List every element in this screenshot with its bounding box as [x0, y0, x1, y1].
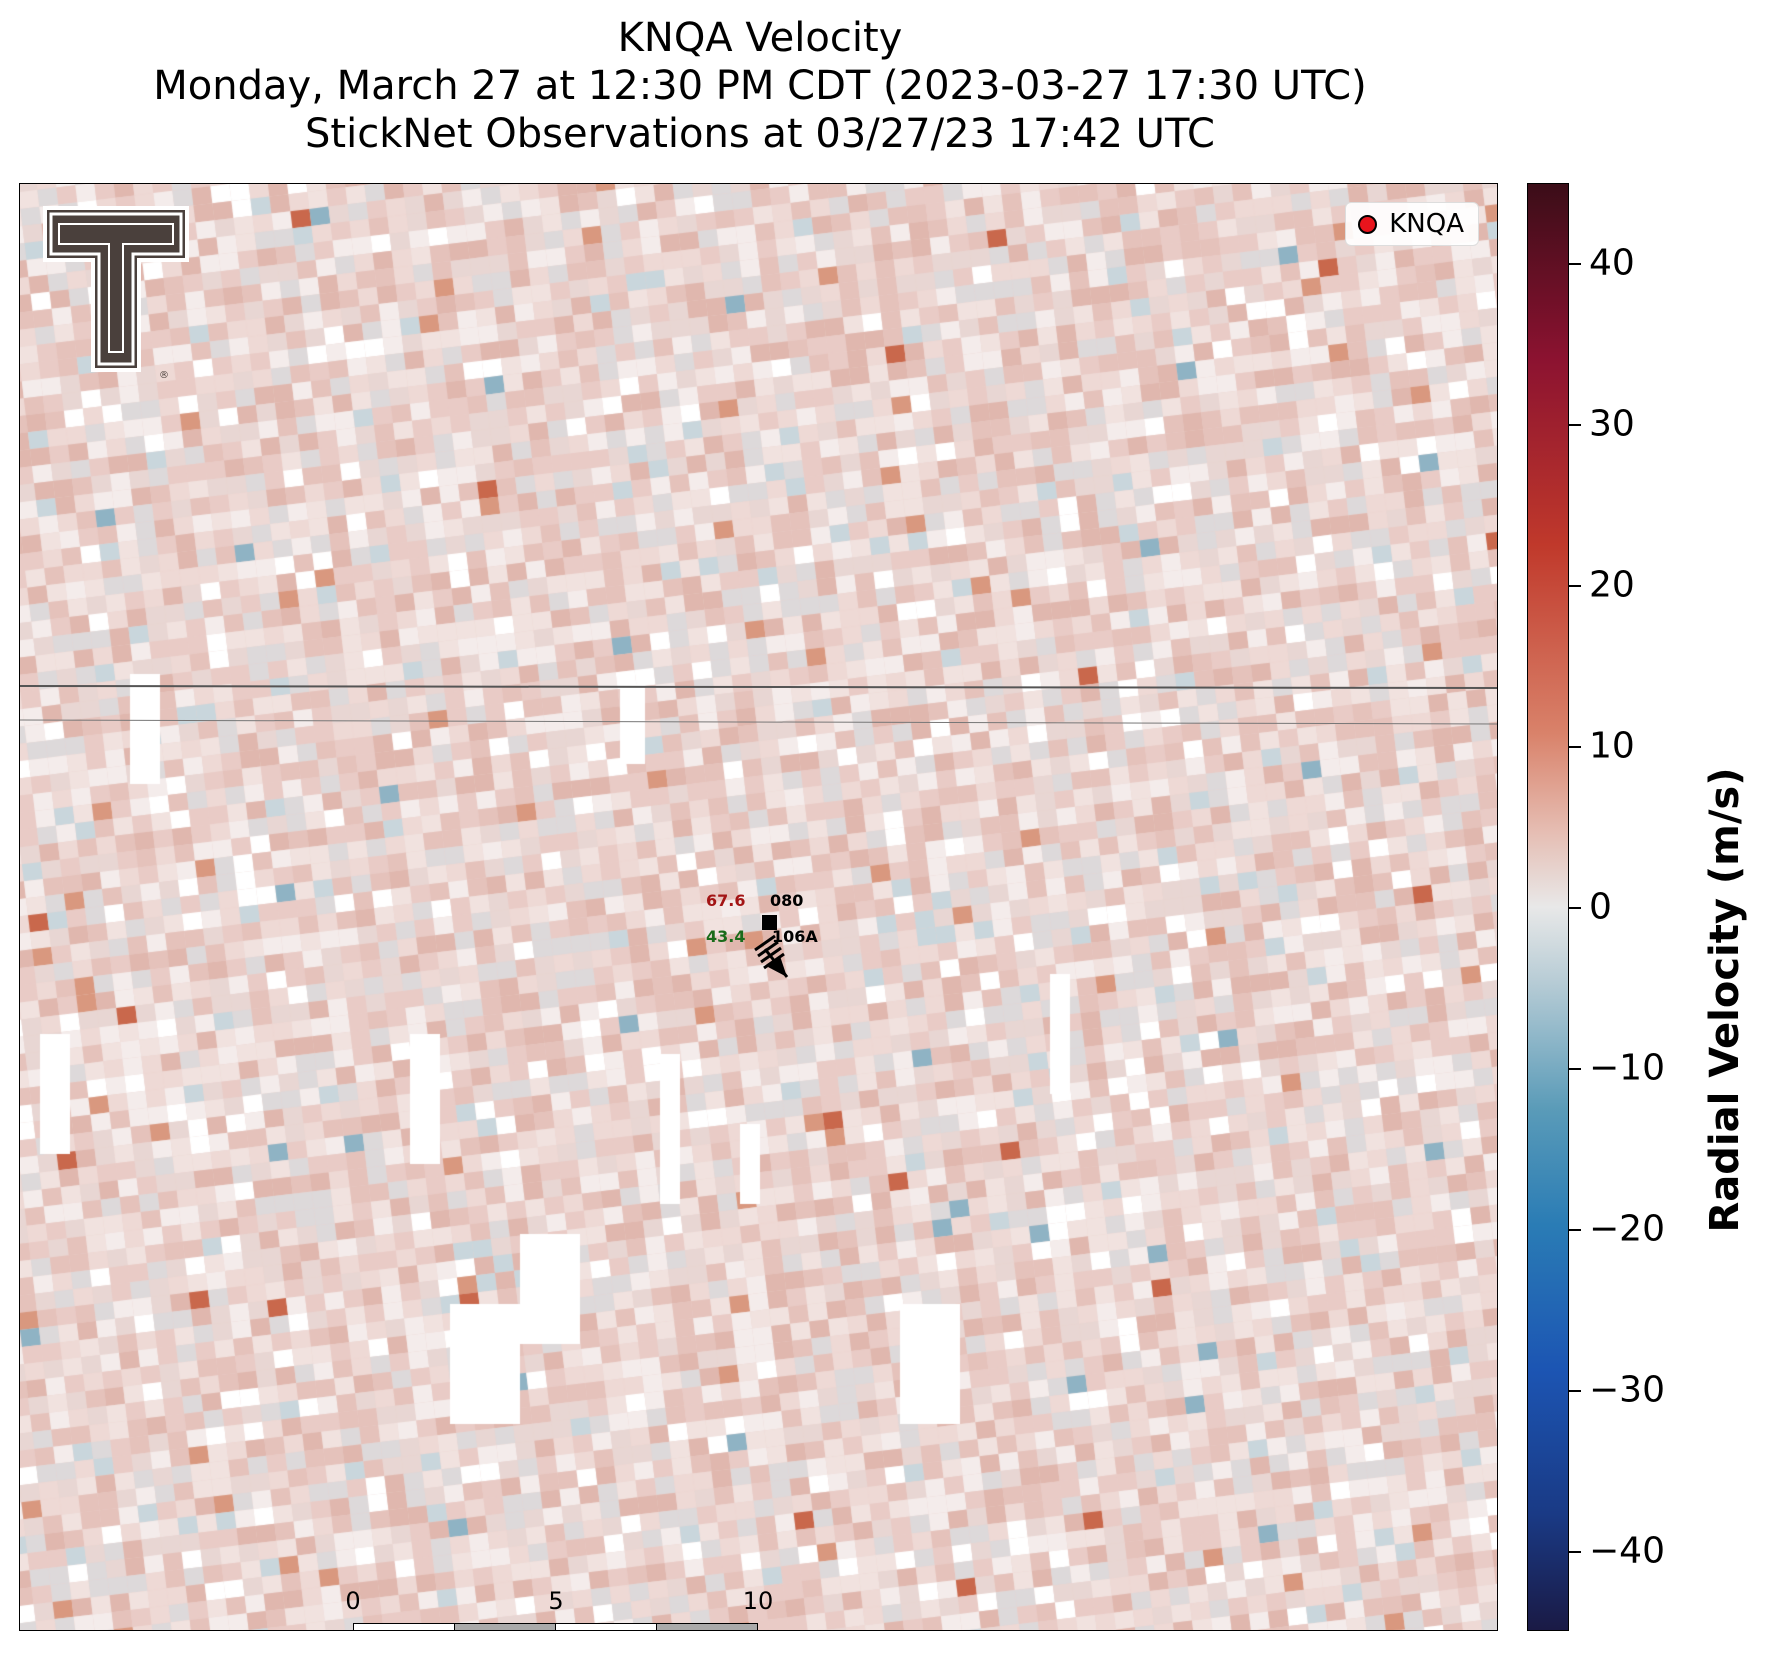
colorbar-tick	[1569, 424, 1581, 427]
colorbar-tick-label: −20	[1589, 1208, 1665, 1250]
station-080-id: 080	[770, 891, 804, 910]
radar-marker-icon	[1358, 214, 1378, 234]
plot-title: KNQA Velocity Monday, March 27 at 12:30 …	[0, 14, 1520, 158]
colorbar-tick	[1569, 1228, 1581, 1231]
colorbar-tick	[1569, 263, 1581, 266]
colorbar-tick-label: −10	[1589, 1047, 1665, 1089]
colorbar-tick	[1569, 746, 1581, 749]
colorbar-tick-label: 20	[1589, 564, 1635, 606]
svg-text:®: ®	[159, 370, 169, 381]
legend-label: KNQA	[1389, 209, 1464, 239]
station-080-value: 67.6	[706, 891, 746, 910]
colorbar-tick	[1569, 907, 1581, 909]
colorbar-title: Radial Velocity (m/s)	[1702, 767, 1748, 1233]
title-line-2: Monday, March 27 at 12:30 PM CDT (2023-0…	[153, 63, 1367, 109]
station-080-marker	[762, 915, 777, 930]
map-legend: KNQA	[1345, 202, 1479, 246]
colorbar-tick-label: 10	[1589, 725, 1635, 767]
title-line-3: StickNet Observations at 03/27/23 17:42 …	[305, 111, 1215, 157]
colorbar-tick	[1569, 1389, 1581, 1392]
county-boundary-line	[20, 685, 1497, 689]
colorbar-gradient	[1527, 183, 1569, 1631]
colorbar-tick-label: 0	[1589, 886, 1612, 928]
colorbar-tick-label: −40	[1589, 1530, 1665, 1572]
colorbar-tick	[1569, 1067, 1581, 1070]
scale-bar: 0 5 10 km	[345, 1587, 773, 1630]
velocity-field	[20, 184, 1497, 1630]
colorbar-tick-label: −30	[1589, 1369, 1665, 1411]
map-overlay	[20, 685, 1497, 978]
colorbar-tick-label: 30	[1589, 403, 1635, 445]
radar-map[interactable]: 67.6 080 43.4 106A ® KNQA 0 5 10 km	[19, 183, 1498, 1631]
station-106a-value: 43.4	[706, 927, 746, 946]
colorbar-tick	[1569, 1550, 1581, 1553]
scale-label-0: 0	[345, 1587, 361, 1615]
texas-tech-logo: ®	[43, 206, 189, 381]
colorbar-tick-label: 40	[1589, 242, 1635, 284]
scale-label-10: 10	[742, 1587, 774, 1615]
title-line-1: KNQA Velocity	[617, 15, 903, 61]
scale-label-5: 5	[548, 1587, 564, 1615]
colorbar: 40 30 20 10 0 −10 −20 −30 −40	[1527, 183, 1665, 1631]
road-line	[20, 719, 1497, 725]
colorbar-tick	[1569, 585, 1581, 588]
station-106a-wind-barb	[754, 934, 789, 978]
station-106a-id: 106A	[772, 927, 818, 946]
